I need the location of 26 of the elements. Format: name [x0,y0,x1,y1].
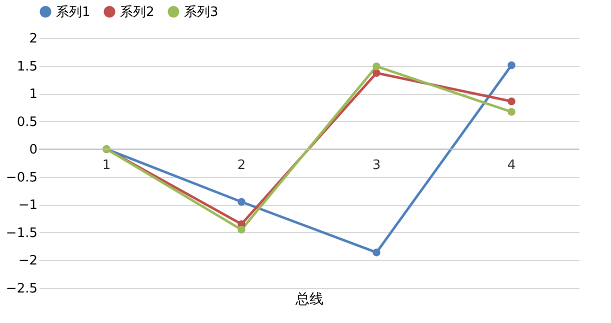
y-tick-label: −0.5 [6,170,38,186]
point [238,198,246,206]
x-tick-label: 4 [507,158,516,174]
y-tick-label: −1 [18,198,38,214]
legend-label: 系列1 [56,4,90,20]
point [508,97,516,106]
legend-label: 系列2 [120,4,154,20]
x-tick-label: 1 [102,158,111,174]
y-tick-label: −2 [18,254,38,269]
y-tick-label: −2.5 [6,282,38,296]
point [372,69,380,77]
point [372,62,380,70]
point [238,226,246,234]
y-tick-label: 0 [29,142,38,158]
point [508,108,516,116]
y-tick-label: 0.5 [16,114,38,130]
y-tick-label: 2 [29,32,38,46]
y-tick-label: −1.5 [6,226,38,241]
y-tick-label: 1.5 [16,59,38,74]
legend-label: 系列3 [184,4,218,20]
y-tick-label: 1 [29,87,38,102]
x-axis-title: 总线 [294,292,324,308]
x-tick-label: 2 [237,158,246,174]
point [372,248,380,256]
point [508,61,516,70]
x-tick-label: 3 [372,158,381,174]
